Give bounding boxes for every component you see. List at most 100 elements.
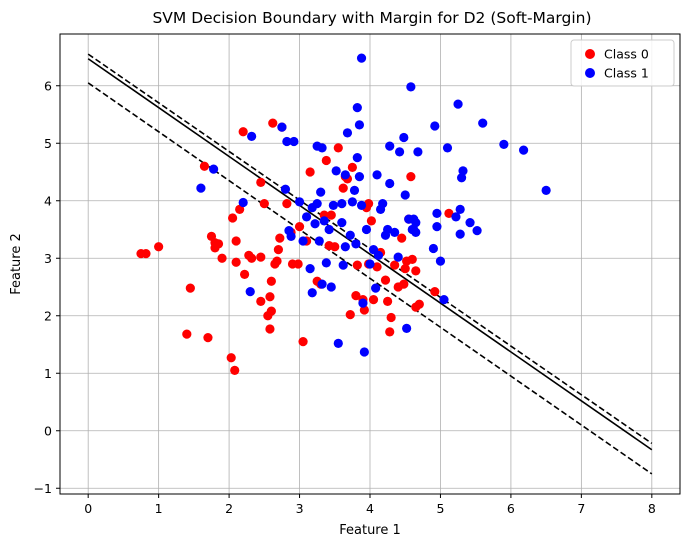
y-axis-title: Feature 2: [9, 233, 24, 295]
class-1-point: [451, 212, 461, 222]
class-1-point: [411, 218, 421, 228]
class-1-point: [456, 173, 467, 183]
class-1-point: [247, 131, 257, 141]
class-1-point: [465, 218, 475, 228]
class-0-point: [406, 172, 416, 182]
class-0-point: [213, 239, 224, 249]
class-1-point: [352, 153, 362, 163]
class-0-point: [268, 118, 278, 128]
class-0-point: [390, 260, 400, 270]
class-0-point: [226, 353, 236, 363]
class-1-point: [411, 227, 421, 237]
class-1-point: [400, 190, 410, 200]
class-1-point: [354, 120, 365, 130]
class-1-point: [358, 298, 368, 308]
class-1-point: [432, 208, 442, 218]
class-0-point: [352, 260, 362, 270]
x-tick-label: 3: [296, 501, 304, 516]
class-0-point: [444, 208, 454, 218]
class-0-point: [235, 204, 245, 214]
class-1-point: [478, 118, 488, 128]
class-0-point: [256, 296, 266, 306]
class-1-point: [385, 141, 395, 151]
class-1-point: [337, 199, 347, 209]
class-1-point: [499, 139, 509, 149]
class-0-point: [330, 242, 340, 252]
class-1-point: [289, 136, 299, 147]
class-1-point: [393, 252, 403, 262]
class-1-point: [455, 204, 465, 214]
class-1-point: [208, 164, 219, 174]
class-0-point: [293, 259, 303, 269]
class-1-point: [347, 197, 357, 207]
y-tick-label: 3: [44, 251, 52, 266]
class-1-point: [399, 132, 409, 143]
class-0-point: [397, 233, 407, 243]
class-0-point: [372, 262, 382, 272]
class-1-point: [282, 136, 292, 147]
class-1-point: [378, 199, 388, 209]
class-0-point: [231, 257, 241, 267]
y-tick-label: 1: [44, 366, 52, 381]
class-0-point: [185, 283, 195, 293]
class-1-point: [361, 224, 372, 235]
axis-ticks: 0 1 2 3 4 5 6 7 8 −1 0 1 2 3 4 5 6: [34, 78, 656, 516]
class-0-point: [321, 155, 331, 166]
class-0-point: [265, 292, 275, 302]
y-tick-label: 4: [44, 193, 52, 208]
class-0-point: [400, 264, 410, 274]
class-1-point: [351, 239, 361, 249]
class-1-point: [319, 216, 329, 226]
legend-label-class-0: Class 0: [604, 47, 649, 62]
class-0-point: [351, 291, 361, 301]
class-0-point: [282, 199, 292, 209]
class-0-point: [238, 127, 248, 137]
class-1-point: [356, 200, 367, 210]
class-1-point: [385, 178, 395, 189]
class-1-point: [328, 200, 338, 210]
class-1-point: [314, 236, 324, 246]
class-1-point: [402, 323, 412, 333]
class-0-point: [266, 276, 276, 286]
x-tick-label: 2: [225, 501, 233, 516]
class-1-point: [372, 170, 382, 180]
class-0-point: [256, 252, 266, 262]
x-tick-label: 7: [577, 501, 585, 516]
legend-label-class-1: Class 1: [604, 66, 649, 81]
class-1-point: [286, 231, 296, 241]
class-1-point: [245, 287, 255, 297]
class-1-point: [333, 338, 343, 348]
class-1-point: [442, 143, 453, 153]
data-points: [136, 53, 551, 375]
class-1-point: [435, 256, 446, 266]
class-0-point: [338, 183, 348, 193]
class-1-point: [390, 227, 400, 237]
margin-line: [87, 82, 653, 475]
class-0-point: [411, 266, 421, 276]
class-1-point: [430, 121, 440, 131]
class-0-point: [231, 236, 241, 246]
class-1-point: [383, 224, 393, 235]
class-1-point: [337, 218, 347, 228]
x-tick-label: 5: [436, 501, 444, 516]
y-tick-label: 2: [44, 308, 52, 323]
class-1-point: [352, 103, 362, 113]
class-0-point: [407, 254, 417, 264]
class-1-point: [541, 185, 551, 195]
class-1-point: [238, 197, 248, 208]
class-0-point: [259, 199, 269, 209]
class-1-point: [428, 243, 439, 254]
class-1-point: [301, 212, 312, 222]
class-0-point: [203, 333, 213, 343]
class-0-point: [199, 161, 210, 171]
class-0-point: [275, 233, 285, 243]
class-0-point: [368, 295, 379, 305]
class-1-point: [317, 143, 327, 153]
x-tick-label: 1: [155, 501, 163, 516]
class-1-point: [518, 145, 529, 155]
class-0-point: [228, 213, 238, 223]
class-1-point: [326, 282, 336, 292]
y-tick-label: 5: [44, 136, 52, 151]
class-0-point: [414, 299, 424, 309]
class-1-point: [345, 230, 355, 240]
